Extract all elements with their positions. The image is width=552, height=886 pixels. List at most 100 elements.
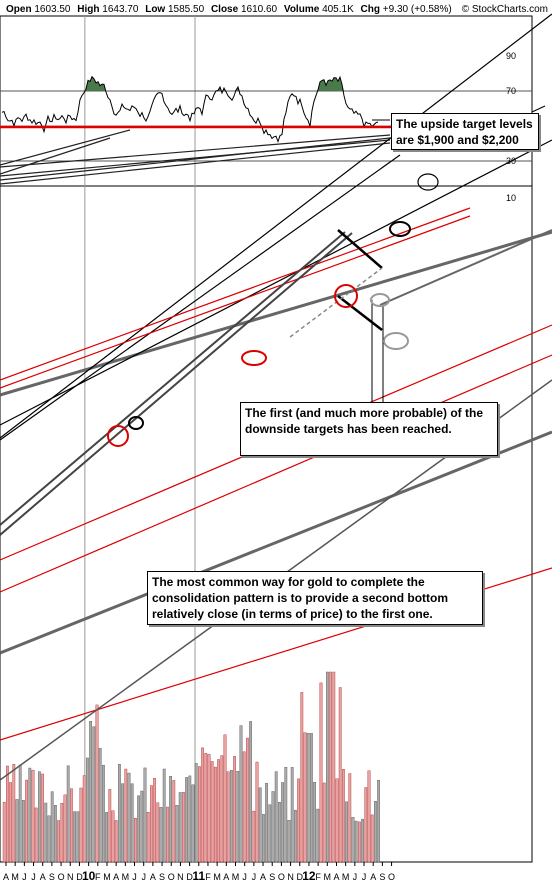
x-tick-label: J bbox=[141, 872, 146, 882]
volume-bar-up bbox=[361, 818, 364, 863]
upside-target-note: The upside target levels are $1,900 and … bbox=[391, 113, 539, 150]
x-tick-label: S bbox=[379, 872, 385, 882]
volume-bar-down bbox=[2, 801, 6, 863]
volume-bar-up bbox=[92, 726, 96, 863]
trendlines bbox=[0, 13, 552, 781]
volume-bar-up bbox=[313, 782, 316, 863]
x-tick-label: 11 bbox=[192, 869, 205, 883]
volume-bar-down bbox=[217, 759, 220, 863]
volume-bar-down bbox=[5, 765, 9, 863]
volume-bar-up bbox=[98, 748, 102, 863]
x-tick-label: M bbox=[122, 872, 130, 882]
x-tick-label: J bbox=[22, 872, 27, 882]
volume-bar-down bbox=[153, 777, 156, 863]
volume-bar-up bbox=[143, 767, 147, 863]
volume-bar-down bbox=[300, 692, 304, 863]
overbought-fill bbox=[328, 79, 330, 91]
circle-marker bbox=[370, 293, 390, 307]
volume-bar-up bbox=[38, 771, 41, 863]
circle-marker bbox=[241, 350, 267, 366]
volume-bar-up bbox=[374, 800, 377, 863]
channel-lower bbox=[337, 295, 383, 331]
volume-bar-down bbox=[364, 787, 368, 863]
volume-bar-up bbox=[85, 757, 89, 863]
volume-bar-up bbox=[159, 807, 163, 863]
volume-bar-up bbox=[18, 764, 22, 863]
volume-bar-up bbox=[287, 820, 291, 863]
volume-bar-down bbox=[201, 747, 204, 863]
volume-bar-down bbox=[31, 769, 35, 863]
volume-bar-down bbox=[319, 682, 323, 863]
volume-bar-up bbox=[229, 770, 233, 863]
volume-bar-up bbox=[117, 764, 121, 863]
x-tick-label: J bbox=[362, 872, 367, 882]
indicator-fan-line bbox=[0, 139, 391, 177]
indicator-fan-line bbox=[0, 137, 111, 175]
overbought-fill bbox=[326, 80, 328, 91]
volume-bar-up bbox=[105, 812, 109, 863]
volume-bar-up bbox=[284, 767, 288, 863]
volume-bar-down bbox=[149, 785, 153, 863]
volume-bar-up bbox=[178, 792, 182, 863]
volume-bar-down bbox=[41, 773, 45, 863]
volume-bar-up bbox=[249, 721, 252, 863]
trendline bbox=[0, 232, 353, 536]
volume-bar-up bbox=[262, 814, 265, 863]
volume-bar-down bbox=[342, 769, 345, 863]
x-tick-label: J bbox=[132, 872, 137, 882]
volume-bar-up bbox=[290, 767, 294, 863]
x-tick-label: M bbox=[324, 872, 332, 882]
volume-bar-down bbox=[108, 789, 112, 863]
volume-bar-down bbox=[63, 794, 67, 863]
overbought-fill bbox=[330, 79, 332, 91]
overbought-fill bbox=[320, 80, 322, 91]
volume-bar-up bbox=[239, 725, 243, 863]
x-tick-label: M bbox=[103, 872, 111, 882]
volume-bar-down bbox=[245, 737, 249, 863]
volume-bar-up bbox=[22, 800, 25, 863]
downside-target-note: The first (and much more probable) of th… bbox=[240, 402, 498, 456]
x-tick-label: A bbox=[223, 872, 229, 882]
volume-bar-down bbox=[60, 802, 64, 863]
volume-bar-down bbox=[207, 754, 211, 863]
volume-bar-up bbox=[121, 783, 125, 863]
volume-bar-down bbox=[332, 671, 336, 863]
volume-bar-down bbox=[25, 779, 28, 863]
trendline bbox=[0, 154, 401, 441]
volume-bar-up bbox=[294, 809, 297, 863]
volume-bar-up bbox=[89, 721, 93, 863]
volume-bar-up bbox=[351, 817, 355, 863]
volume-bar-up bbox=[191, 784, 195, 863]
volume-bars bbox=[2, 671, 380, 863]
overbought-fill bbox=[94, 78, 96, 91]
volume-bar-down bbox=[255, 761, 259, 863]
volume-bar-down bbox=[69, 788, 73, 863]
volume-bar-down bbox=[252, 810, 256, 863]
volume-bar-down bbox=[367, 770, 371, 863]
volume-bar-up bbox=[54, 805, 57, 863]
x-tick-label: J bbox=[252, 872, 257, 882]
volume-bar-up bbox=[281, 782, 284, 863]
watermark: © StockCharts.com bbox=[462, 4, 548, 15]
x-tick-label: A bbox=[260, 872, 266, 882]
volume-bar-down bbox=[146, 812, 150, 863]
x-tick-label: M bbox=[11, 872, 19, 882]
x-tick-label: M bbox=[232, 872, 240, 882]
indicator-line bbox=[1, 75, 379, 143]
volume-bar-down bbox=[233, 756, 236, 863]
volume-bar-up bbox=[50, 791, 54, 863]
x-tick-labels: A M J J A S O N D 10 F M A M J J A S O N D 11 F M A M J J A S O N D 12 F M A… bbox=[3, 862, 395, 883]
circle-marker bbox=[389, 221, 411, 237]
channel-upper bbox=[337, 229, 383, 269]
volume-bar-down bbox=[95, 704, 99, 863]
trendline bbox=[0, 231, 346, 526]
trendline bbox=[0, 207, 471, 381]
x-tick-label: 10 bbox=[82, 869, 96, 883]
volume-bar-down bbox=[82, 775, 86, 863]
volume-bar-up bbox=[137, 795, 140, 863]
trendline bbox=[0, 354, 552, 593]
circle-marker bbox=[383, 332, 409, 350]
x-tick-label: J bbox=[353, 872, 358, 882]
overbought-fill bbox=[322, 79, 324, 91]
indicator-fan-line bbox=[0, 142, 391, 185]
